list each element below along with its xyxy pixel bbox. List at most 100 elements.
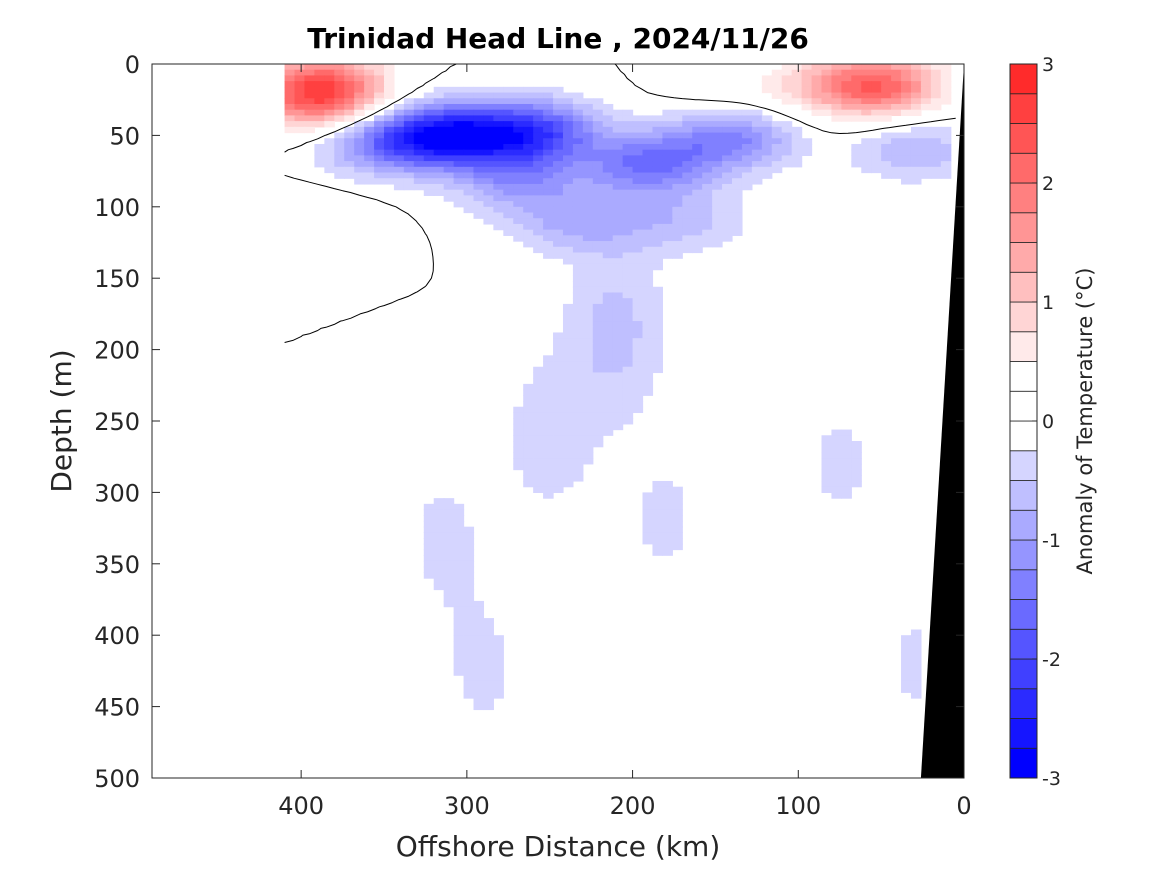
field-cell	[831, 486, 842, 493]
field-cell	[384, 86, 395, 94]
field-cell	[423, 132, 435, 139]
field-cell	[732, 229, 743, 236]
field-cell	[433, 515, 445, 522]
field-cell	[592, 303, 604, 311]
field-cell	[562, 429, 574, 436]
field-cell	[901, 652, 912, 659]
field-cell	[384, 109, 395, 117]
field-cell	[553, 361, 564, 368]
field-cell	[513, 235, 524, 242]
field-cell	[841, 452, 852, 459]
field-cell	[553, 121, 564, 128]
field-cell	[344, 81, 355, 88]
field-cell	[622, 229, 634, 236]
field-cell	[493, 98, 504, 105]
field-cell	[493, 115, 504, 122]
field-cell	[543, 401, 554, 408]
field-cell	[493, 155, 504, 162]
field-cell	[304, 121, 315, 128]
field-cell	[582, 235, 594, 242]
field-cell	[672, 178, 683, 185]
field-cell	[463, 572, 475, 579]
field-cell	[553, 189, 564, 196]
field-cell	[672, 109, 683, 117]
field-cell	[672, 223, 683, 231]
field-cell	[910, 138, 922, 145]
field-cell	[801, 69, 813, 77]
field-cell	[493, 195, 504, 202]
field-cell	[314, 86, 325, 94]
field-cell	[582, 172, 594, 179]
field-cell	[592, 138, 604, 145]
field-cell	[652, 526, 663, 533]
field-cell	[642, 383, 654, 391]
field-cell	[374, 64, 385, 71]
field-cell	[453, 109, 465, 117]
field-cell	[732, 183, 743, 191]
field-cell	[523, 161, 534, 168]
field-cell	[930, 132, 942, 139]
field-cell	[582, 252, 594, 259]
field-cell	[553, 103, 564, 111]
field-cell	[572, 406, 584, 414]
field-cell	[622, 269, 634, 276]
field-cell	[841, 69, 852, 77]
field-cell	[831, 86, 842, 94]
field-cell	[374, 126, 385, 134]
field-cell	[682, 178, 693, 185]
field-cell	[891, 166, 902, 174]
field-cell	[652, 332, 663, 339]
field-cell	[632, 246, 644, 254]
field-cell	[592, 332, 604, 339]
field-cell	[364, 98, 375, 105]
field-cell	[732, 212, 743, 219]
field-cell	[712, 138, 723, 145]
field-cell	[722, 172, 733, 179]
field-cell	[403, 161, 415, 168]
field-cell	[334, 161, 345, 168]
field-cell	[562, 206, 574, 214]
field-cell	[284, 86, 296, 94]
field-cell	[473, 132, 485, 139]
field-cell	[403, 183, 415, 191]
field-cell	[433, 161, 445, 168]
field-cell	[572, 212, 584, 219]
field-cell	[781, 92, 793, 99]
field-cell	[433, 560, 445, 568]
field-cell	[891, 69, 902, 77]
field-cell	[374, 81, 385, 88]
field-cell	[553, 98, 564, 105]
field-cell	[403, 98, 415, 105]
field-cell	[582, 440, 594, 448]
field-cell	[543, 435, 554, 442]
field-cell	[771, 121, 783, 128]
field-cell	[453, 161, 465, 168]
field-cell	[572, 149, 584, 156]
field-cell	[413, 138, 425, 145]
field-cell	[483, 629, 494, 636]
field-cell	[344, 161, 355, 168]
field-cell	[702, 206, 713, 214]
field-cell	[632, 326, 644, 334]
field-cell	[463, 98, 475, 105]
field-cell	[602, 338, 614, 345]
field-cell	[702, 121, 713, 128]
field-cell	[612, 401, 624, 408]
field-cell	[622, 121, 634, 128]
field-cell	[453, 526, 465, 533]
field-cell	[702, 132, 713, 139]
field-cell	[602, 241, 614, 248]
field-cell	[493, 663, 504, 671]
field-cell	[324, 138, 335, 145]
field-cell	[473, 98, 485, 105]
x-tick-label: 200	[610, 792, 656, 820]
field-cell	[672, 241, 683, 248]
field-cell	[910, 98, 922, 105]
field-cell	[503, 206, 514, 214]
field-cell	[572, 332, 584, 339]
field-cell	[393, 178, 405, 185]
field-cell	[622, 223, 634, 231]
field-cell	[374, 178, 385, 185]
field-cell	[821, 86, 833, 94]
field-cell	[722, 109, 733, 117]
